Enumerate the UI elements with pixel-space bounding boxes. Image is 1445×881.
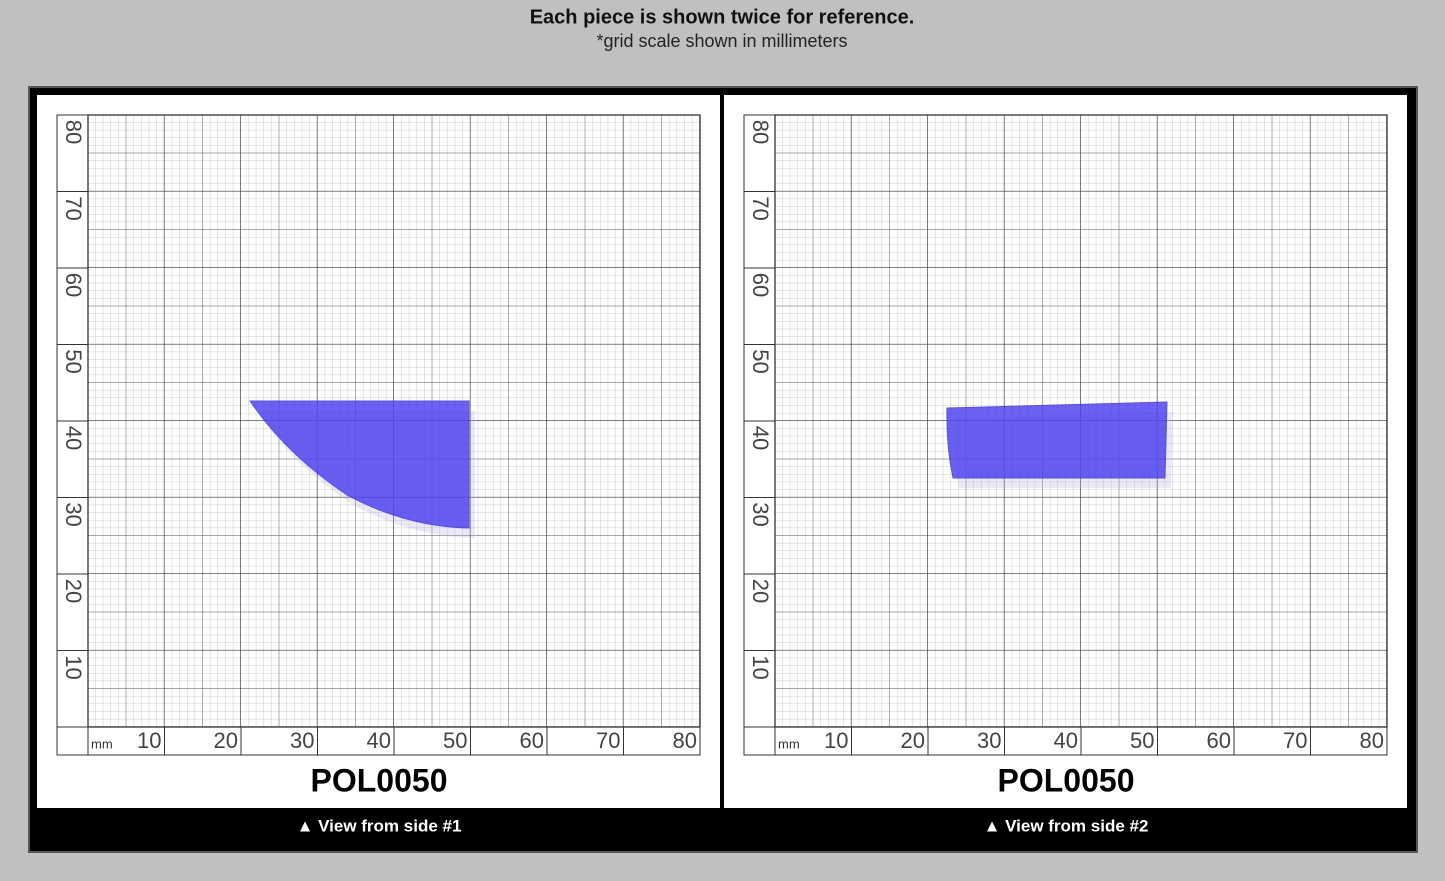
y-scale-label: 10 <box>748 655 773 679</box>
unit-label: mm <box>91 736 113 751</box>
x-scale-label: 70 <box>596 728 620 753</box>
piece-label: POL0050 <box>998 762 1135 798</box>
view-caption: ▲ View from side #1 <box>297 816 462 835</box>
glass-piece <box>249 400 470 529</box>
x-scale-label: 50 <box>1130 728 1154 753</box>
y-scale-label: 70 <box>61 196 86 220</box>
x-scale-label: 60 <box>1207 728 1231 753</box>
x-scale-label: 60 <box>520 728 544 753</box>
x-scale-label: 10 <box>137 728 161 753</box>
subtitle: *grid scale shown in millimeters <box>596 31 847 51</box>
x-scale-label: 30 <box>977 728 1001 753</box>
x-scale-label: 80 <box>673 728 697 753</box>
panels: mm 10 20 30 40 50 60 70 80 10 20 30 40 50 60 70 80 POL005… <box>37 95 1407 835</box>
panel: mm 10 20 30 40 50 60 70 80 10 20 30 40 50 60 70 80 POL005… <box>37 95 720 808</box>
glass-piece <box>946 401 1168 479</box>
x-scale-label: 40 <box>1054 728 1078 753</box>
x-scale-label: 20 <box>214 728 238 753</box>
x-scale-label: 10 <box>824 728 848 753</box>
y-scale-label: 30 <box>61 502 86 526</box>
view-caption: ▲ View from side #2 <box>984 816 1149 835</box>
y-scale-label: 80 <box>748 120 773 144</box>
x-scale-label: 70 <box>1283 728 1307 753</box>
x-scale-label: 50 <box>443 728 467 753</box>
y-scale-label: 50 <box>748 349 773 373</box>
y-scale-label: 80 <box>61 120 86 144</box>
y-scale-label: 40 <box>748 426 773 450</box>
y-scale-label: 40 <box>61 426 86 450</box>
y-scale-label: 30 <box>748 502 773 526</box>
x-scale-label: 40 <box>367 728 391 753</box>
piece-label: POL0050 <box>311 762 448 798</box>
y-scale-label: 20 <box>61 579 86 603</box>
y-scale-label: 20 <box>748 579 773 603</box>
y-scale-label: 60 <box>748 273 773 297</box>
x-scale-label: 80 <box>1360 728 1384 753</box>
y-scale-label: 60 <box>61 273 86 297</box>
panel: mm 10 20 30 40 50 60 70 80 10 20 30 40 50 60 70 80 POL005… <box>724 95 1407 808</box>
y-scale-label: 70 <box>748 196 773 220</box>
x-scale-label: 20 <box>901 728 925 753</box>
x-scale-label: 30 <box>290 728 314 753</box>
y-scale-label: 50 <box>61 349 86 373</box>
y-scale-label: 10 <box>61 655 86 679</box>
title: Each piece is shown twice for reference. <box>530 6 915 28</box>
unit-label: mm <box>778 736 800 751</box>
